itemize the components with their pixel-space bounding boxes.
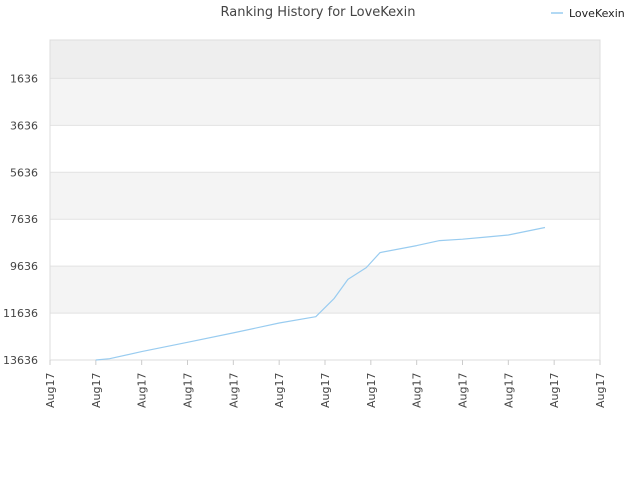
series-layer <box>95 226 546 361</box>
y-tick-label: 3636 <box>10 119 38 132</box>
x-tick-label: Aug17 <box>548 373 561 408</box>
plot-band <box>50 219 600 267</box>
x-tick-label: Aug17 <box>273 373 286 408</box>
plot-band <box>50 172 600 220</box>
plot-band <box>50 40 600 79</box>
x-axis-ticks: Aug17 Aug17 Aug17 Aug17 Aug17 Aug17 Aug17 Aug17… <box>44 360 607 408</box>
grid-lines <box>49 39 601 361</box>
plot-band <box>50 313 600 360</box>
y-tick-label: 9636 <box>10 260 38 273</box>
x-tick-label: Aug17 <box>502 373 515 408</box>
chart-title: Ranking History for LoveKexin <box>221 5 416 20</box>
x-tick-label: Aug17 <box>365 373 378 408</box>
plot-band <box>50 125 600 173</box>
plot-band <box>50 78 600 126</box>
x-tick-label: Aug17 <box>136 373 149 408</box>
y-tick-label: 1636 <box>10 72 38 85</box>
plot-band <box>50 266 600 314</box>
x-tick-label: Aug17 <box>90 373 103 408</box>
chart-legend: LoveKexin <box>551 7 625 20</box>
x-tick-label: Aug17 <box>457 373 470 408</box>
x-tick-label: Aug17 <box>319 373 332 408</box>
x-tick-label: Aug17 <box>182 373 195 408</box>
y-tick-label: 11636 <box>3 307 38 320</box>
series-line-LoveKexin <box>95 226 546 361</box>
plot-bands <box>50 40 600 360</box>
y-tick-label: 13636 <box>3 354 38 367</box>
y-tick-label: 5636 <box>10 166 38 179</box>
y-tick-label: 7636 <box>10 213 38 226</box>
x-tick-label: Aug17 <box>594 373 607 408</box>
y-axis-ticks: 1636 3636 5636 7636 9636 11636 13636 <box>3 72 38 367</box>
x-tick-label: Aug17 <box>411 373 424 408</box>
x-tick-label: Aug17 <box>227 373 240 408</box>
x-tick-label: Aug17 <box>44 373 57 408</box>
legend-label: LoveKexin <box>569 7 625 20</box>
